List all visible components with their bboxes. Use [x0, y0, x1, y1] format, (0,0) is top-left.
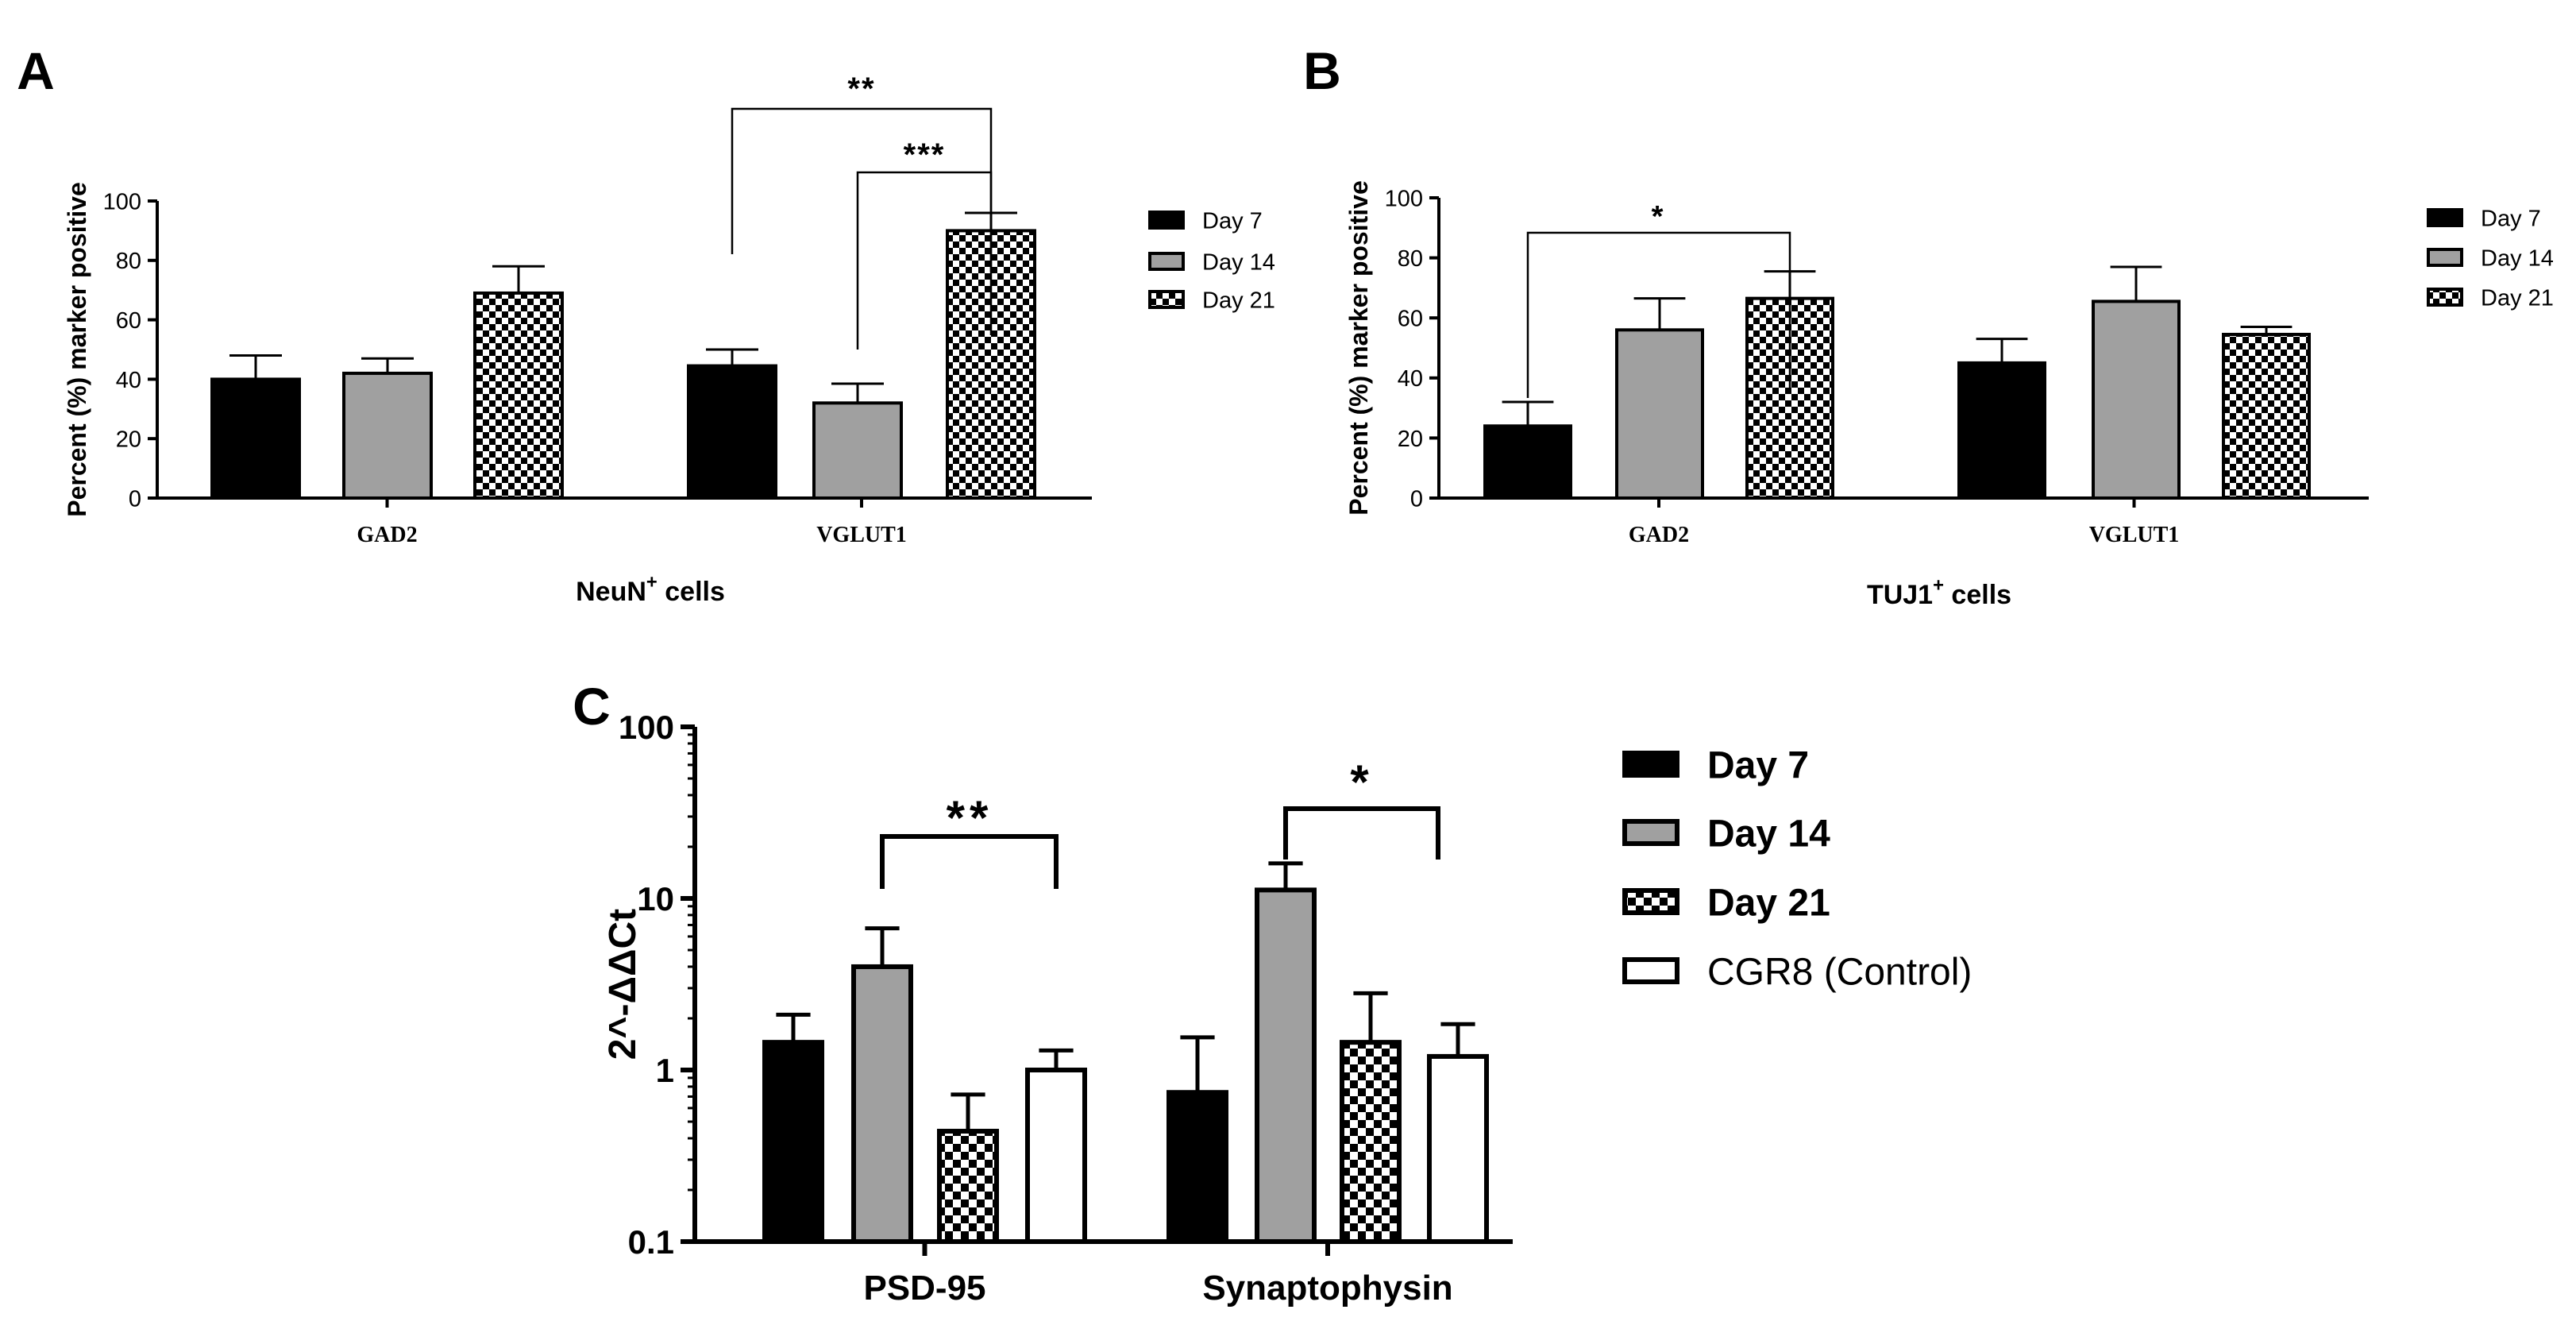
legend-label-day-7: Day 7 [1202, 208, 1263, 234]
x-category-label-synaptophysin: Synaptophysin [1202, 1269, 1452, 1308]
legend-swatch-day-21 [1148, 290, 1185, 309]
y-axis-label: 2^-ΔΔCt [602, 909, 644, 1060]
legend-label-day-14: Day 14 [1707, 813, 1830, 855]
bar-vglut1-day-7 [1957, 361, 2046, 500]
y-tick-label-60: 60 [116, 308, 141, 334]
legend-swatch-day-14 [1622, 819, 1679, 846]
panel-b-chart: B 0 20 40 60 80 100 Percent (%) marker positive… [1303, 41, 2554, 610]
x-axis-label-suffix: cells [657, 577, 725, 607]
x-category-label-psd-95: PSD-95 [863, 1269, 985, 1308]
y-tick-label-0-1: 0.1 [628, 1223, 674, 1261]
x-axis-label: NeuN+ cells [576, 572, 725, 607]
x-category-label-vglut1: VGLUT1 [816, 523, 907, 547]
y-tick-label-80: 80 [116, 249, 141, 274]
legend-swatch-day-14 [1148, 252, 1185, 271]
y-tick-label-1: 1 [656, 1052, 674, 1089]
legend-swatch-day-7 [2427, 208, 2463, 227]
y-tick-label-0: 0 [1410, 486, 1423, 512]
x-axis-label-main: NeuN [576, 577, 646, 607]
x-axis-label-superscript: + [646, 572, 657, 593]
significance-bracket-1 [1526, 231, 1791, 398]
legend-label-day-21: Day 21 [1707, 882, 1830, 924]
bar-psd-95-cgr8-control [1025, 1068, 1087, 1244]
y-axis-label: Percent (%) marker positive [63, 182, 91, 517]
legend-swatch-day-7 [1622, 751, 1679, 778]
x-category-label-gad2: GAD2 [357, 523, 417, 547]
y-tick-label-80: 80 [1398, 246, 1423, 272]
bar-gad2-day-7 [1483, 424, 1572, 500]
significance-bracket-1 [880, 834, 1059, 889]
legend-label-day-14: Day 14 [2481, 245, 2554, 271]
bar-vglut1-day-7 [687, 364, 777, 500]
x-axis-label-suffix: cells [1944, 580, 2011, 610]
panel-label-a: A [17, 41, 55, 100]
legend-swatch-day-14 [2427, 248, 2463, 267]
bar-vglut1-day-21 [2222, 332, 2311, 500]
legend-label-day-14: Day 14 [1202, 249, 1275, 275]
y-tick-label-20: 20 [1398, 427, 1423, 452]
y-tick-label-10: 10 [637, 880, 674, 917]
bar-psd-95-day-14 [851, 964, 913, 1245]
panel-label-b: B [1303, 41, 1341, 100]
panel-label-c: C [573, 677, 611, 736]
x-category-label-vglut1: VGLUT1 [2089, 523, 2180, 547]
x-axis-label-superscript: + [1933, 575, 1944, 597]
bar-gad2-day-14 [342, 371, 433, 500]
x-category-label-gad2: GAD2 [1629, 523, 1689, 547]
x-axis-label-main: TUJ1 [1867, 580, 1933, 610]
significance-label-1: ** [847, 71, 875, 106]
significance-bracket-2 [856, 171, 993, 350]
y-tick-label-100: 100 [1385, 186, 1423, 211]
legend-label-day-7: Day 7 [2481, 206, 2541, 231]
y-tick-label-40: 40 [116, 368, 141, 393]
legend-swatch-day-21 [2427, 288, 2463, 307]
y-axis-label: Percent (%) marker positive [1344, 180, 1373, 516]
bar-psd-95-day-7 [762, 1040, 824, 1245]
significance-label-2: * [1350, 755, 1373, 809]
panel-a-chart: A 0 20 40 60 80 100 Percent (%) marker positive… [17, 41, 1275, 607]
significance-label-2: *** [904, 137, 946, 172]
significance-label-1: * [1652, 200, 1665, 234]
x-axis-label: TUJ1+ cells [1867, 575, 2011, 610]
legend-swatch-day-7 [1148, 211, 1185, 230]
bar-gad2-day-21 [473, 291, 564, 500]
y-tick-label-60: 60 [1398, 307, 1423, 332]
legend-label-cgr8-control: CGR8 (Control) [1707, 951, 1972, 993]
bar-psd-95-day-21 [937, 1129, 999, 1245]
bar-gad2-day-14 [1615, 328, 1704, 500]
legend-swatch-day-21 [1622, 888, 1679, 915]
bar-synaptophysin-day-7 [1167, 1090, 1228, 1245]
y-tick-label-20: 20 [116, 427, 141, 453]
legend-label-day-21: Day 21 [2481, 285, 2554, 311]
legend-label-day-7: Day 7 [1707, 744, 1809, 786]
panel-c-chart: C 0.1 1 10 100 2^-ΔΔCt PSD-95 Synaptophysin Day … [573, 677, 1972, 1308]
bar-synaptophysin-cgr8-control [1427, 1053, 1489, 1244]
y-tick-label-0: 0 [129, 486, 141, 512]
legend-swatch-cgr8-control [1622, 957, 1679, 984]
bar-vglut1-day-14 [812, 401, 903, 500]
y-tick-label-100: 100 [619, 709, 674, 746]
significance-bracket-2 [1283, 806, 1440, 860]
y-tick-label-100: 100 [103, 189, 141, 214]
significance-label-1: ** [947, 791, 993, 844]
bar-gad2-day-7 [210, 377, 301, 500]
y-tick-label-40: 40 [1398, 366, 1423, 392]
bar-synaptophysin-day-14 [1255, 887, 1317, 1244]
bar-vglut1-day-14 [2092, 299, 2181, 500]
bar-synaptophysin-day-21 [1340, 1040, 1402, 1245]
legend-label-day-21: Day 21 [1202, 288, 1275, 313]
